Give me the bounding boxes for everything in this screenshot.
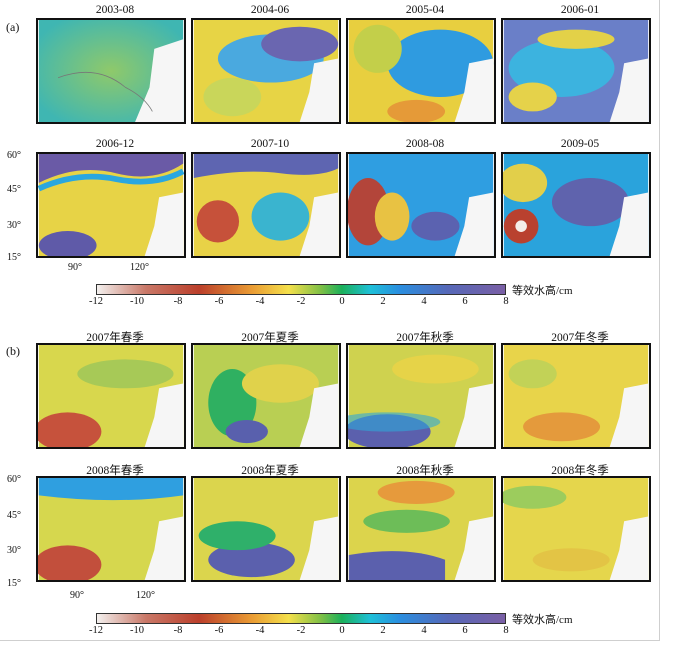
cb-a-tick: -2 <box>296 296 306 307</box>
cb-a-tick: -4 <box>255 296 265 307</box>
cb-b-tick: 0 <box>339 625 345 636</box>
map-b8 <box>501 476 651 582</box>
map-title-a3: 2005-04 <box>405 4 445 16</box>
cb-b-tick: -8 <box>173 625 183 636</box>
figure-frame <box>0 0 660 641</box>
cb-a-tick: 6 <box>462 296 468 307</box>
cb-a-tick: -6 <box>214 296 224 307</box>
colorbar-b: -12 -10 -8 -6 -4 -2 0 2 4 6 8 <box>89 613 509 636</box>
map-b3 <box>346 343 496 449</box>
map-a7 <box>346 152 496 258</box>
cb-b-tick: 2 <box>380 625 386 636</box>
map-b4 <box>501 343 651 449</box>
lat-tick-b-60: 60° <box>7 474 21 485</box>
cb-a-tick: 2 <box>380 296 386 307</box>
map-title-b7: 2008年秋季 <box>396 465 454 477</box>
map-a6 <box>191 152 341 258</box>
panel-b-label: (b) <box>6 344 20 358</box>
lat-tick-a-45: 45° <box>7 184 21 195</box>
map-title-b3: 2007年秋季 <box>396 332 454 344</box>
lon-tick-a-120: 120° <box>130 262 149 273</box>
colorbar-a: -12 -10 -8 -6 -4 -2 0 2 4 6 8 <box>89 284 509 307</box>
map-a4 <box>501 18 651 124</box>
map-title-b1: 2007年春季 <box>86 332 144 344</box>
lat-tick-b-30: 30° <box>7 545 21 556</box>
map-a5 <box>36 152 186 258</box>
lat-tick-b-15: 15° <box>7 578 21 589</box>
lat-tick-a-60: 60° <box>7 150 21 161</box>
colorbar-a-unit: 等效水高/cm <box>512 285 573 297</box>
map-b2 <box>191 343 341 449</box>
colorbar-b-unit: 等效水高/cm <box>512 614 573 626</box>
colorbar-b-gradient <box>96 613 506 624</box>
cb-a-tick: -8 <box>173 296 183 307</box>
map-a2 <box>191 18 341 124</box>
map-b6 <box>191 476 341 582</box>
cb-b-tick: -4 <box>255 625 265 636</box>
cb-b-tick: -12 <box>89 625 103 636</box>
map-title-a2: 2004-06 <box>250 4 290 16</box>
colorbar-a-gradient <box>96 284 506 295</box>
map-title-b8: 2008年冬季 <box>551 465 609 477</box>
cb-a-tick: 0 <box>339 296 345 307</box>
lat-tick-b-45: 45° <box>7 510 21 521</box>
map-b1 <box>36 343 186 449</box>
panel-a-label: (a) <box>6 20 20 34</box>
cb-b-tick: -10 <box>130 625 144 636</box>
lat-tick-a-15: 15° <box>7 252 21 263</box>
cb-a-tick: -12 <box>89 296 103 307</box>
cb-a-tick: 4 <box>421 296 427 307</box>
map-b7 <box>346 476 496 582</box>
lon-tick-b-90: 90° <box>70 590 84 601</box>
map-title-b6: 2008年夏季 <box>241 465 299 477</box>
cb-b-tick: 6 <box>462 625 468 636</box>
map-title-b5: 2008年春季 <box>86 465 144 477</box>
map-title-b4: 2007年冬季 <box>551 332 609 344</box>
map-a3 <box>346 18 496 124</box>
cb-b-tick: 8 <box>503 625 509 636</box>
map-title-a7: 2008-08 <box>405 138 445 150</box>
map-title-a1: 2003-08 <box>95 4 135 16</box>
map-a8 <box>501 152 651 258</box>
lon-tick-a-90: 90° <box>68 262 82 273</box>
map-title-b2: 2007年夏季 <box>241 332 299 344</box>
cb-b-tick: 4 <box>421 625 427 636</box>
map-title-a6: 2007-10 <box>250 138 290 150</box>
map-title-a5: 2006-12 <box>95 138 135 150</box>
map-title-a4: 2006-01 <box>560 4 600 16</box>
lat-tick-a-30: 30° <box>7 220 21 231</box>
lon-tick-b-120: 120° <box>136 590 155 601</box>
map-a1 <box>36 18 186 124</box>
cb-b-tick: -6 <box>214 625 224 636</box>
cb-a-tick: 8 <box>503 296 509 307</box>
cb-a-tick: -10 <box>130 296 144 307</box>
map-b5 <box>36 476 186 582</box>
map-title-a8: 2009-05 <box>560 138 600 150</box>
cb-b-tick: -2 <box>296 625 306 636</box>
